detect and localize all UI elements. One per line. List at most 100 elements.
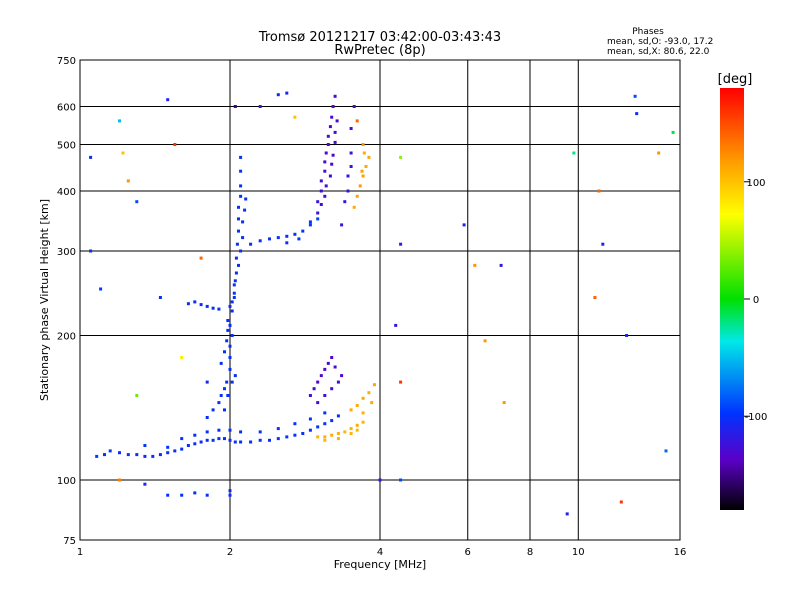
data-point [228, 356, 232, 359]
colorbar-tick-label: 100 [746, 178, 765, 189]
data-point [355, 423, 359, 427]
data-point [225, 339, 229, 343]
data-point [330, 433, 334, 437]
data-point [326, 134, 330, 138]
data-point [324, 151, 328, 155]
data-point [657, 151, 661, 155]
data-point [243, 208, 247, 212]
data-point [166, 451, 170, 455]
y-tick-label: 750 [57, 56, 76, 67]
data-point [336, 437, 340, 441]
data-point [399, 380, 403, 384]
data-point [671, 130, 675, 134]
data-point [89, 249, 93, 253]
data-point [352, 205, 356, 209]
data-point [239, 194, 243, 198]
x-tick-label: 2 [227, 547, 233, 558]
data-point [158, 296, 162, 299]
x-tick-label: 10 [572, 547, 585, 558]
data-point [323, 194, 327, 198]
data-point [180, 493, 184, 497]
stats-o-line: mean, sd,O: -93.0, 17.2 [607, 37, 713, 47]
data-point [373, 383, 376, 387]
data-points [89, 91, 675, 516]
y-axis-label: Stationary phase Virtual Height [km] [38, 199, 51, 401]
y-tick-label: 600 [57, 103, 76, 114]
data-point [258, 105, 262, 108]
data-point [355, 428, 359, 432]
data-point [121, 151, 125, 155]
data-point [293, 433, 297, 437]
data-point [349, 408, 353, 412]
data-point [308, 394, 312, 397]
x-tick-label: 4 [377, 547, 383, 558]
data-point [239, 155, 243, 159]
data-point [362, 151, 366, 155]
x-tick-label: 6 [465, 547, 471, 558]
data-point [135, 453, 139, 457]
data-point [228, 367, 232, 371]
data-point [235, 242, 239, 246]
data-point [499, 263, 503, 267]
data-point [308, 417, 312, 421]
data-point [234, 271, 238, 275]
stats-heading: Phases [632, 27, 664, 37]
data-point [166, 493, 170, 497]
data-point [219, 394, 223, 397]
data-point [565, 512, 569, 516]
data-point [361, 420, 365, 424]
data-point [308, 428, 312, 432]
data-point [108, 449, 112, 453]
data-point [228, 304, 232, 308]
data-point [346, 189, 350, 193]
data-point [333, 365, 337, 369]
data-point [158, 453, 162, 457]
y-tick-label: 300 [57, 247, 76, 258]
x-tick-label: 8 [527, 547, 533, 558]
data-point [151, 454, 155, 458]
data-point [349, 151, 353, 155]
data-point [223, 437, 226, 441]
data-point [180, 356, 184, 359]
data-point [601, 242, 605, 246]
data-point [180, 447, 184, 451]
data-point [502, 401, 506, 405]
data-point [143, 444, 147, 447]
x-tick-label: 1 [77, 547, 83, 558]
data-point [301, 432, 305, 435]
data-point [316, 211, 320, 215]
data-point [230, 300, 234, 304]
data-point [399, 242, 403, 246]
data-point [330, 387, 334, 391]
data-point [326, 143, 330, 146]
data-point [186, 302, 190, 306]
data-point [361, 396, 365, 400]
data-point [228, 428, 232, 432]
data-point [199, 303, 203, 307]
data-point [232, 291, 236, 295]
series-group-1 [316, 151, 376, 442]
y-tick-label: 500 [57, 141, 76, 152]
chart-title: Tromsø 20121217 03:42:00-03:43:43 [258, 30, 501, 45]
data-point [258, 438, 262, 442]
data-point [336, 414, 340, 418]
data-point [633, 94, 637, 98]
data-point [244, 197, 248, 201]
data-point [597, 189, 601, 193]
data-point [367, 391, 371, 395]
data-point [126, 179, 130, 183]
data-point [316, 435, 320, 439]
data-point [333, 130, 337, 134]
data-point [349, 432, 353, 435]
data-point [118, 451, 121, 455]
data-point [95, 454, 99, 458]
data-point [211, 438, 215, 442]
data-point [258, 239, 262, 243]
data-point [399, 478, 403, 482]
data-point [336, 432, 340, 435]
data-point [193, 442, 197, 446]
data-point [143, 454, 147, 458]
data-point [226, 328, 230, 332]
data-point [205, 438, 209, 442]
